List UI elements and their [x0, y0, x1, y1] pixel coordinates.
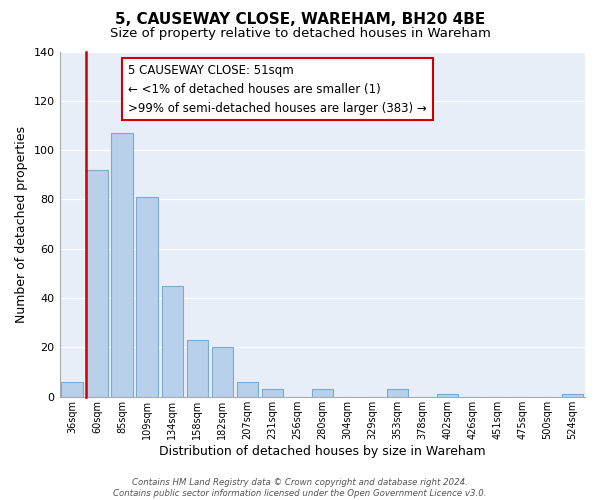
Text: 5 CAUSEWAY CLOSE: 51sqm
← <1% of detached houses are smaller (1)
>99% of semi-de: 5 CAUSEWAY CLOSE: 51sqm ← <1% of detache…	[128, 64, 427, 114]
Text: Size of property relative to detached houses in Wareham: Size of property relative to detached ho…	[110, 28, 490, 40]
Text: 5, CAUSEWAY CLOSE, WAREHAM, BH20 4BE: 5, CAUSEWAY CLOSE, WAREHAM, BH20 4BE	[115, 12, 485, 28]
Bar	[437, 394, 458, 397]
Bar	[136, 197, 158, 397]
Bar	[236, 382, 258, 397]
Bar	[161, 286, 183, 397]
Bar	[387, 390, 408, 397]
Bar	[112, 133, 133, 397]
Bar	[212, 348, 233, 397]
Bar	[61, 382, 83, 397]
Bar	[562, 394, 583, 397]
Text: Contains HM Land Registry data © Crown copyright and database right 2024.
Contai: Contains HM Land Registry data © Crown c…	[113, 478, 487, 498]
Bar	[311, 390, 333, 397]
X-axis label: Distribution of detached houses by size in Wareham: Distribution of detached houses by size …	[159, 444, 485, 458]
Bar	[187, 340, 208, 397]
Bar	[262, 390, 283, 397]
Y-axis label: Number of detached properties: Number of detached properties	[15, 126, 28, 322]
Bar	[86, 170, 108, 397]
